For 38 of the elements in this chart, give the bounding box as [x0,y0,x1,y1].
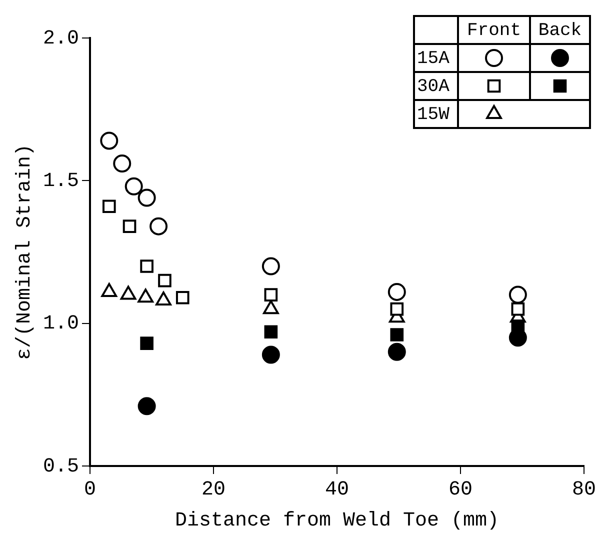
point [264,288,278,302]
point [388,342,406,361]
point [262,346,280,364]
point [508,286,527,304]
annotation: Front [466,20,522,41]
x-tick-label: 60 [448,478,473,502]
point [100,132,118,150]
annotation: Back [538,20,582,41]
point [150,217,168,236]
x-tick-label: 0 [84,478,96,502]
point [124,177,143,196]
point [140,260,154,273]
point [113,154,132,173]
point [388,282,406,301]
point [102,200,116,214]
point [138,397,156,416]
y-tick-label: 1.0 [42,312,80,336]
legend-label: 30A [417,76,450,97]
point [138,188,156,207]
y-tick-label: 2.0 [42,27,80,50]
legend-label: 15W [417,104,450,125]
y-tick-label: 1.5 [42,170,80,193]
point [158,274,172,288]
point [390,328,404,342]
point [511,302,525,316]
point [122,220,136,233]
x-tick-label: 40 [324,478,350,502]
point [140,336,154,350]
point [264,325,278,339]
x-tick-label: 80 [572,478,596,502]
point [262,257,280,276]
y-axis-title: ε/(Nominal Strain) [13,144,36,360]
x-tick-label: 20 [201,478,226,502]
legend-label: 15A [417,48,450,69]
point [390,302,404,316]
x-axis-title: Distance from Weld Toe (mm) [174,509,500,532]
point [176,290,190,304]
y-tick-label: 0.5 [42,455,80,478]
